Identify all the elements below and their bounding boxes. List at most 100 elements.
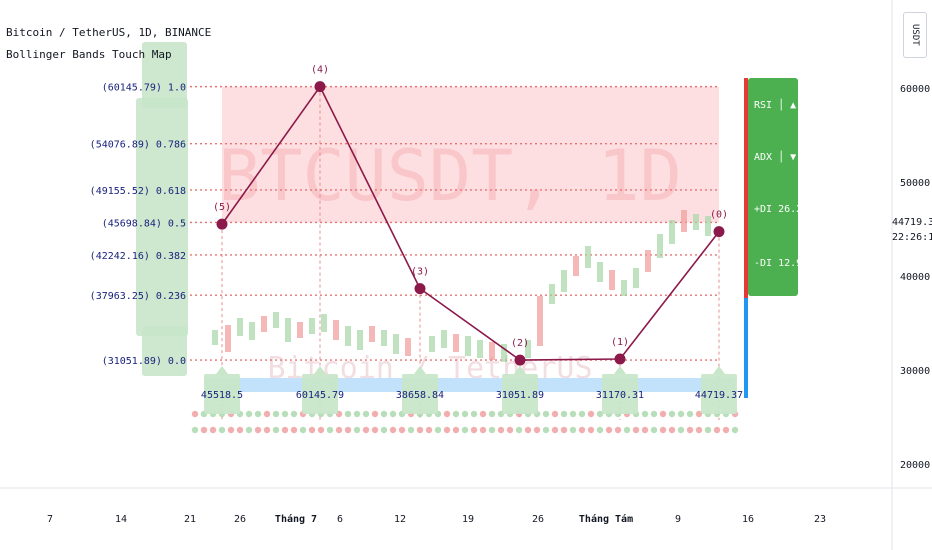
pivot-point [314,81,326,93]
candle [297,322,303,338]
touch-dot [245,426,253,434]
pivot-price-tag-bg [402,374,438,414]
candle [357,330,363,350]
touch-dot [281,426,289,434]
pivot-price-tag-bg [701,374,737,414]
pivot-tag: (5) [213,202,231,213]
touch-dot [497,426,505,434]
touch-dot [479,410,487,418]
touch-dot [371,410,379,418]
touch-dot [677,410,685,418]
touch-dot [263,410,271,418]
candle [465,336,471,356]
touch-dot [650,426,658,434]
pivot-tag: (4) [311,65,329,76]
fib-level-label: (37963.25) 0.236 [90,291,186,302]
fib-label-block [142,326,187,376]
touch-dot [596,426,604,434]
touch-dot [425,426,433,434]
touch-dot [686,410,694,418]
candle [657,234,663,258]
touch-dot [578,410,586,418]
touch-dot [560,426,568,434]
touch-dot [389,426,397,434]
y-tick-label: 40000.00 [900,272,932,283]
touch-dot [659,410,667,418]
x-tick-label: 21 [184,514,196,525]
candle [645,250,651,272]
pivot-price-tag-arrow [314,366,326,374]
touch-dot [470,426,478,434]
candle [693,214,699,230]
touch-dot [569,426,577,434]
candle [561,270,567,292]
touch-dot [344,426,352,434]
candle [273,312,279,328]
fib-label-block [142,42,187,108]
x-tick-label: 9 [675,514,681,525]
touch-dot [614,426,622,434]
touch-dot [299,426,307,434]
candle [381,330,387,346]
y-tick-label: 60000.00 [900,84,932,95]
pivot-point [514,354,526,366]
fib-label-block [136,98,188,336]
candle [225,325,231,352]
touch-dot [578,426,586,434]
candle [321,314,327,332]
symbol-title: Bitcoin / TetherUS, 1D, BINANCE [6,26,212,39]
candle [237,318,243,336]
touch-dot [488,426,496,434]
touch-dot [713,426,721,434]
touch-dot [443,426,451,434]
touch-dot [191,410,199,418]
touch-dot [380,426,388,434]
candle [393,334,399,354]
last-price-badge: 44719.37 22:26:15 [892,215,932,251]
touch-dot [371,426,379,434]
pivot-tag: (1) [611,337,629,348]
adx-readout: ADX │ ▼ 36 [754,152,815,163]
pivot-price-tag-bg [302,374,338,414]
candle [333,320,339,340]
touch-dot [434,426,442,434]
fib-level-label: (49155.52) 0.618 [90,186,186,197]
touch-dot [704,426,712,434]
y-tick-label: 50000.00 [900,178,932,189]
pivot-price-label: 45518.5 [201,390,243,401]
trend-bar-bottom [744,298,748,398]
touch-dot [407,426,415,434]
candle [525,340,531,358]
x-tick-label: 14 [115,514,127,525]
pivot-point [414,283,426,295]
touch-dot [524,426,532,434]
touch-dot [686,426,694,434]
touch-dot [452,426,460,434]
touch-dot [605,426,613,434]
last-price-value: 44719.37 [892,217,932,228]
candle [369,326,375,342]
touch-dot [452,410,460,418]
candle [609,270,615,290]
candle [489,342,495,360]
touch-dot [362,410,370,418]
currency-unit-button[interactable]: USDT [903,12,927,58]
touch-dot [587,426,595,434]
touch-dot [470,410,478,418]
di-minus-readout: -DI 12.96 [754,258,809,269]
pivot-price-label: 44719.37 [695,390,743,401]
pivot-point [216,218,228,230]
fib-level-label: (45698.84) 0.5 [102,218,186,229]
candle [597,262,603,282]
touch-dot [254,410,262,418]
touch-dot [263,426,271,434]
touch-dot [218,426,226,434]
pivot-point [713,226,725,238]
y-tick-label: 20000.00 [900,460,932,471]
touch-dot [317,426,325,434]
touch-dot [551,426,559,434]
touch-dot [650,410,658,418]
touch-dot [515,426,523,434]
candle [285,318,291,342]
touch-dot [533,426,541,434]
